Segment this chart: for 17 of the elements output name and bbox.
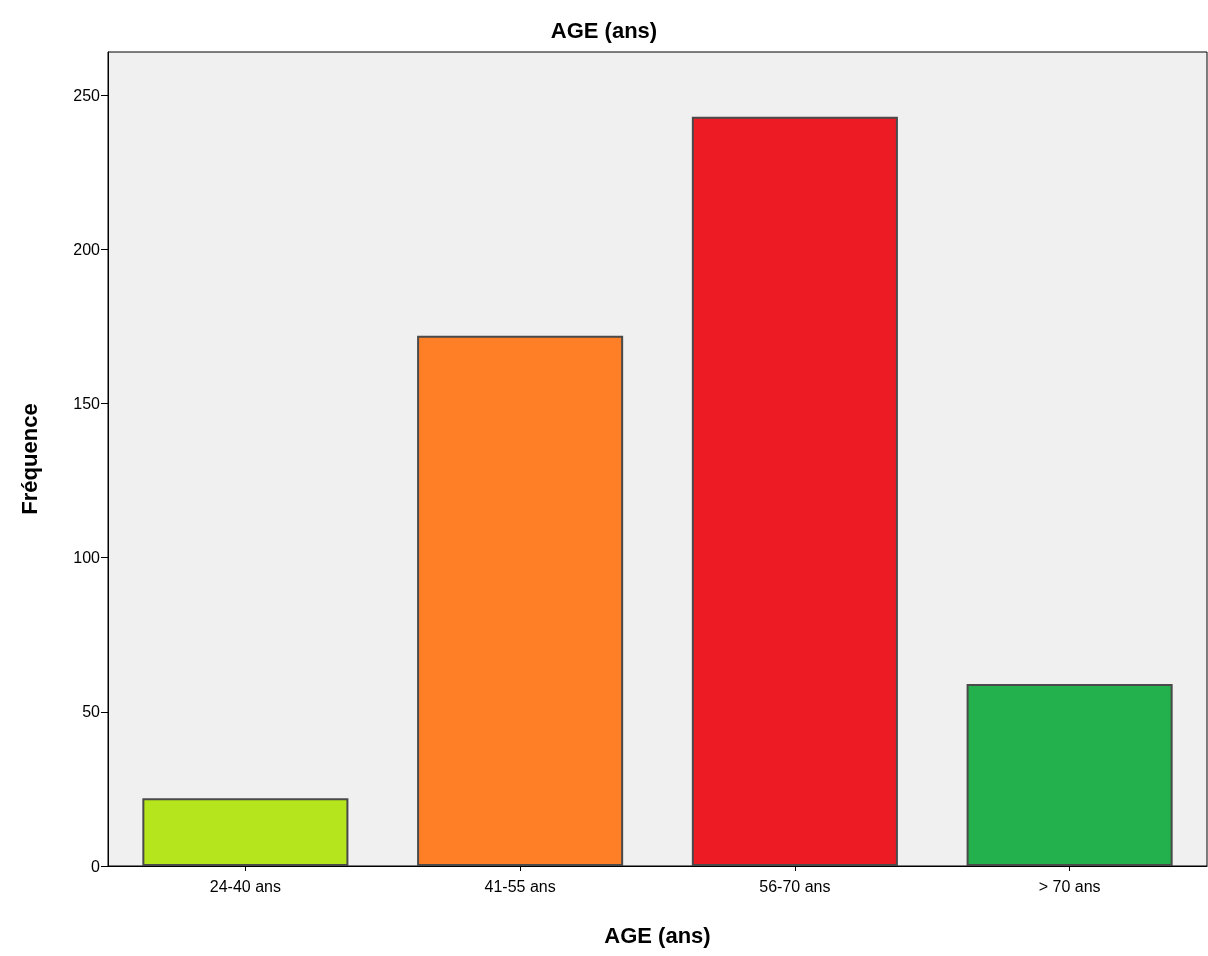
x-axis-title: AGE (ans): [604, 922, 711, 948]
bar: [966, 684, 1173, 866]
y-tick-label: 150: [73, 395, 101, 412]
bar: [417, 335, 624, 866]
x-tick-label: 41-55 ans: [484, 877, 556, 895]
y-tick-label: 50: [82, 703, 101, 721]
bar: [691, 116, 898, 866]
y-tick-label: 100: [73, 549, 101, 567]
y-axis-title: Fréquence: [16, 403, 42, 515]
y-tick-label: 200: [73, 240, 101, 258]
x-tick-label: 56-70 ans: [759, 877, 831, 895]
x-tick-label: 24-40 ans: [209, 877, 281, 895]
y-tick-label: 250: [73, 86, 101, 104]
bar: [142, 798, 349, 866]
chart-title: AGE (ans): [550, 17, 658, 43]
y-tick-label: 0: [91, 857, 101, 875]
x-tick-label: > 70 ans: [1038, 877, 1101, 895]
